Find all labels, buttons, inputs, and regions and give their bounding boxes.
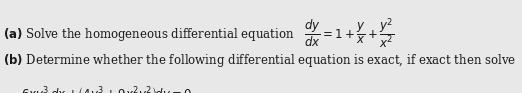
Text: $\bf{(b)}$ Determine whether the following differential equation is exact, if ex: $\bf{(b)}$ Determine whether the followi… [3, 52, 516, 69]
Text: $\bf{(a)}$ Solve the homogeneous differential equation   $\dfrac{dy}{dx}=1+\dfra: $\bf{(a)}$ Solve the homogeneous differe… [3, 17, 394, 51]
Text: $6xy^{3}\,dx+\!\left(4y^{3}+9x^{2}y^{2}\right)\!dy=0$: $6xy^{3}\,dx+\!\left(4y^{3}+9x^{2}y^{2}\… [21, 86, 192, 93]
